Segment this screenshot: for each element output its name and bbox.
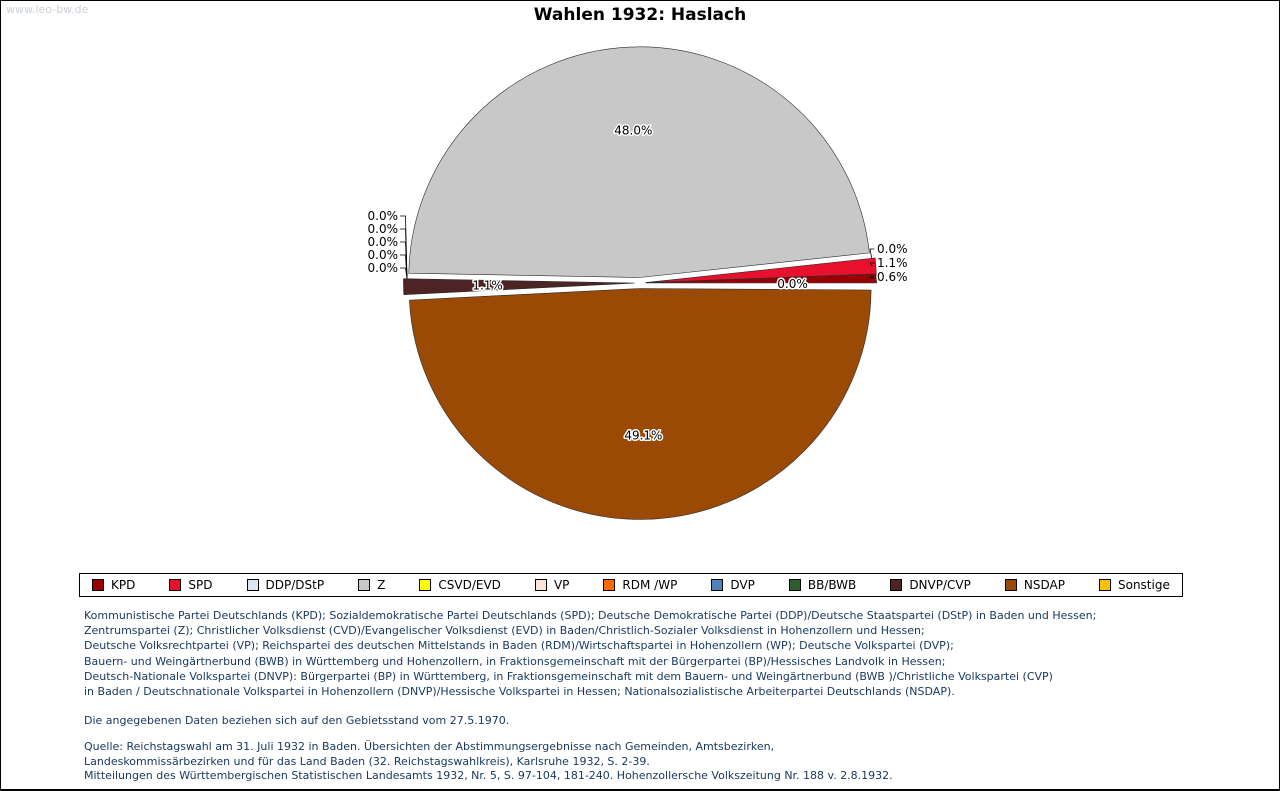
callout-label-bb-bwb: 0.0%	[368, 261, 399, 275]
pie-slice-z	[408, 46, 870, 278]
legend-item-spd: SPD	[169, 578, 212, 592]
party-explanation-line: Zentrumspartei (Z); Christlicher Volksdi…	[84, 624, 925, 638]
legend-swatch-bb-bwb	[788, 579, 801, 591]
source-line: Landeskommissärbezirken und für das Land…	[84, 754, 650, 768]
party-explanation-line: Kommunistische Partei Deutschlands (KPD)…	[84, 609, 1097, 622]
legend-swatch-dvp	[711, 579, 724, 591]
callout-label-csvd-evd: 0.0%	[368, 209, 399, 223]
slice-label-z: 48.0%	[614, 124, 652, 138]
callout-line	[869, 248, 875, 259]
party-explanations: Kommunistische Partei Deutschlands (KPD)…	[84, 608, 1259, 699]
legend-item-rdm-wp: RDM /WP	[603, 578, 677, 592]
legend-label-dvp: DVP	[730, 578, 755, 592]
callout-line	[869, 262, 875, 267]
source-line: Mitteilungen des Württembergischen Stati…	[84, 769, 893, 783]
party-explanation-line: Bauern- und Weingärtnerbund (BWB) in Wür…	[84, 654, 946, 668]
party-explanation-line: Deutsch-Nationale Volkspartei (DNVP): Bü…	[84, 669, 1053, 683]
legend-label-z: Z	[377, 578, 386, 592]
legend-swatch-sonstige	[1098, 579, 1111, 591]
watermark-leo-bw: www.leo-bw.de	[6, 3, 89, 16]
territorial-note: Die angegebenen Daten beziehen sich auf …	[84, 714, 510, 728]
pie-slice-nsdap	[409, 288, 872, 520]
legend-swatch-rdm-wp	[603, 579, 616, 591]
legend-item-dnvp-cvp: DNVP/CVP	[890, 578, 971, 592]
legend-item-kpd: KPD	[92, 578, 135, 592]
footnotes: Kommunistische Partei Deutschlands (KPD)…	[84, 608, 1259, 784]
source-line: Quelle: Reichstagswahl am 31. Juli 1932 …	[84, 740, 775, 754]
source-note: Quelle: Reichstagswahl am 31. Juli 1932 …	[84, 740, 1259, 784]
legend-swatch-spd	[169, 579, 182, 591]
legend-label-csvd-evd: CSVD/EVD	[438, 578, 501, 592]
page-title: Wahlen 1932: Haslach	[533, 5, 747, 25]
legend-item-csvd-evd: CSVD/EVD	[419, 578, 501, 592]
callout-label-kpd: 0.6%	[877, 270, 908, 284]
legend-label-sonstige: Sonstige	[1117, 578, 1170, 592]
legend-item-bb-bwb: BB/BWB	[788, 578, 857, 592]
callout-label-dvp: 0.0%	[368, 248, 399, 262]
callout-line	[400, 267, 408, 279]
legend-item-ddp-dstp: DDP/DStP	[246, 578, 325, 592]
pie-slice-kpd	[645, 273, 877, 284]
legend-swatch-nsdap	[1004, 579, 1017, 591]
slice-label-dnvp-cvp: 1.1%	[472, 278, 503, 292]
legend-label-bb-bwb: BB/BWB	[807, 578, 857, 592]
slice-label-nsdap: 49.1%	[624, 428, 662, 442]
legend-item-vp: VP	[534, 578, 570, 592]
legend-swatch-csvd-evd	[419, 579, 432, 591]
legend-item-dvp: DVP	[711, 578, 755, 592]
callout-line	[400, 254, 408, 279]
pie-slice-dnvp-cvp	[403, 278, 635, 296]
legend-label-kpd: KPD	[111, 578, 136, 592]
callout-label-spd: 1.1%	[877, 256, 908, 270]
party-explanation-line: in Baden / Deutschnationale Volkspartei …	[84, 685, 955, 699]
legend-label-spd: SPD	[188, 578, 213, 592]
legend-swatch-dnvp-cvp	[890, 579, 903, 591]
pie-slice-spd	[645, 257, 877, 283]
legend-swatch-ddp-dstp	[246, 579, 259, 591]
legend: KPD SPD DDP/DStP Z CSVD/EVD VP RDM /WP DVP BB/BW…	[79, 573, 1183, 597]
legend-label-dnvp-cvp: DNVP/CVP	[909, 578, 971, 592]
callout-label-ddp-dstp: 0.0%	[877, 242, 908, 256]
legend-swatch-kpd	[92, 579, 104, 591]
legend-label-nsdap: NSDAP	[1023, 578, 1065, 592]
legend-label-rdm-wp: RDM /WP	[622, 578, 678, 592]
legend-item-z: Z	[358, 578, 385, 592]
legend-label-vp: VP	[553, 578, 570, 592]
pie-chart: 48.0%1.1%49.1%0.0%0.0%0.0%0.0%0.0%0.0%0.…	[366, 46, 909, 520]
legend-swatch-z	[358, 579, 371, 591]
legend-swatch-vp	[534, 579, 547, 591]
legend-label-ddp-dstp: DDP/DStP	[265, 578, 325, 592]
callout-line	[869, 276, 875, 279]
legend-item-nsdap: NSDAP	[1004, 578, 1065, 592]
legend-item-sonstige: Sonstige	[1098, 578, 1170, 592]
callout-label-rdm-wp: 0.0%	[368, 235, 399, 249]
slice-label-sonstige: 0.0%	[777, 277, 808, 291]
party-explanation-line: Deutsche Volksrechtpartei (VP); Reichspa…	[84, 639, 954, 653]
callout-label-vp: 0.0%	[368, 222, 399, 236]
